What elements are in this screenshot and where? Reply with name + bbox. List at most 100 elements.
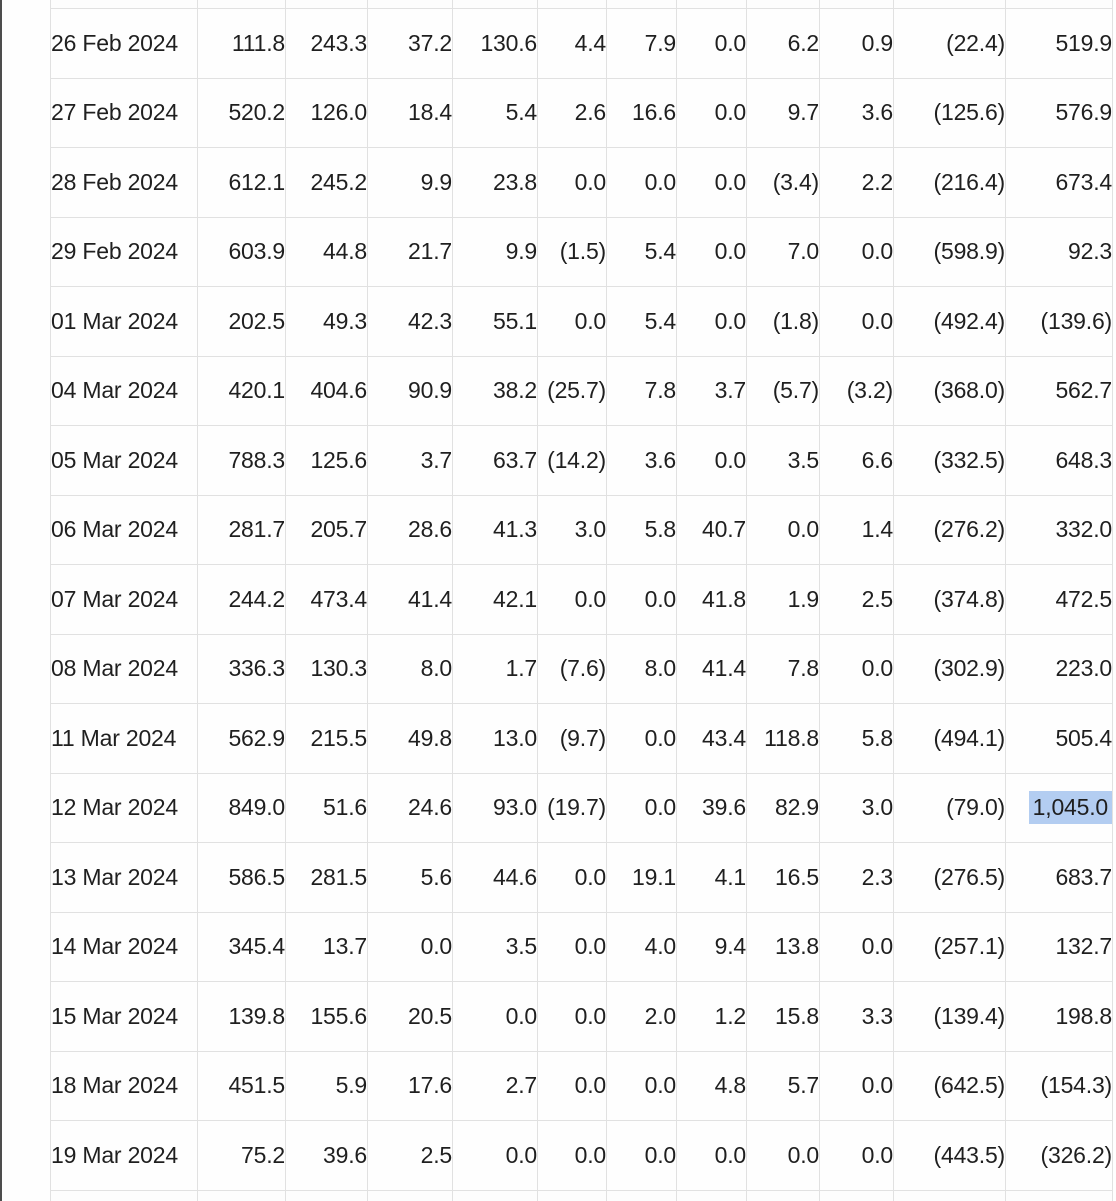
table-cell[interactable]: 244.2 <box>197 564 286 635</box>
table-cell[interactable]: 41.8 <box>676 564 747 635</box>
table-cell[interactable]: 8.0 <box>606 633 677 704</box>
table-cell[interactable]: 281.5 <box>285 842 368 913</box>
table-cell[interactable]: 3.6 <box>606 425 677 496</box>
table-cell[interactable]: 9.9 <box>452 216 538 287</box>
table-cell[interactable]: 82.9 <box>746 772 820 843</box>
table-cell[interactable]: (494.1) <box>893 703 1006 774</box>
table-cell[interactable]: 0.0 <box>819 1120 894 1191</box>
table-cell[interactable]: 3.7 <box>676 355 747 426</box>
table-cell[interactable]: (139.6) <box>1005 286 1113 357</box>
table-cell[interactable]: 0.0 <box>819 911 894 982</box>
table-cell[interactable]: 75.2 <box>197 1120 286 1191</box>
table-cell[interactable]: 4.8 <box>676 1050 747 1121</box>
table-cell[interactable]: 7.9 <box>606 8 677 79</box>
table-cell[interactable]: 673.4 <box>1005 147 1113 218</box>
table-cell[interactable]: 586.5 <box>197 842 286 913</box>
table-cell[interactable]: 3.3 <box>819 981 894 1052</box>
table-cell[interactable]: 2.7 <box>452 1050 538 1121</box>
date-cell[interactable]: 12 Mar 2024 <box>50 772 198 843</box>
table-cell[interactable]: 130.3 <box>285 633 368 704</box>
table-cell[interactable]: 0.0 <box>606 147 677 218</box>
table-cell[interactable]: (642.5) <box>893 1050 1006 1121</box>
table-cell[interactable]: (368.0) <box>893 355 1006 426</box>
table-cell[interactable]: 505.4 <box>1005 703 1113 774</box>
table-cell[interactable]: (332.5) <box>893 425 1006 496</box>
date-cell[interactable]: 08 Mar 2024 <box>50 633 198 704</box>
table-cell[interactable]: 3.6 <box>819 77 894 148</box>
table-cell[interactable]: 4.4 <box>537 8 607 79</box>
date-cell[interactable]: 01 Mar 2024 <box>50 286 198 357</box>
table-cell[interactable]: (79.0) <box>893 772 1006 843</box>
table-cell[interactable]: 1.4 <box>819 494 894 565</box>
table-cell[interactable]: 1,045.0 <box>1005 772 1113 843</box>
table-cell[interactable]: 2.6 <box>537 77 607 148</box>
table-cell[interactable]: 472.5 <box>1005 564 1113 635</box>
table-cell[interactable]: 0.0 <box>606 564 677 635</box>
table-cell[interactable]: 245.2 <box>285 147 368 218</box>
table-cell[interactable]: 39.6 <box>285 1120 368 1191</box>
table-cell[interactable]: 8.0 <box>367 633 453 704</box>
table-cell[interactable]: (216.4) <box>893 147 1006 218</box>
table-cell[interactable]: 0.0 <box>606 1120 677 1191</box>
table-cell[interactable]: 223.0 <box>1005 633 1113 704</box>
table-cell[interactable]: 420.1 <box>197 355 286 426</box>
table-cell[interactable]: 16.5 <box>746 842 820 913</box>
date-cell[interactable]: 19 Mar 2024 <box>50 1120 198 1191</box>
table-cell[interactable]: 92.3 <box>1005 216 1113 287</box>
table-cell[interactable]: 0.0 <box>819 1050 894 1121</box>
table-cell[interactable]: 0.0 <box>452 1120 538 1191</box>
table-cell[interactable]: 43.4 <box>676 703 747 774</box>
table-cell[interactable]: 118.8 <box>746 703 820 774</box>
table-cell[interactable]: 7.8 <box>606 355 677 426</box>
table-cell[interactable]: (276.5) <box>893 842 1006 913</box>
date-cell[interactable]: 04 Mar 2024 <box>50 355 198 426</box>
table-cell[interactable]: 5.7 <box>746 1050 820 1121</box>
table-cell[interactable]: 3.0 <box>819 772 894 843</box>
table-cell[interactable]: 38.2 <box>452 355 538 426</box>
table-cell[interactable]: 7.0 <box>746 216 820 287</box>
date-cell[interactable]: 13 Mar 2024 <box>50 842 198 913</box>
table-cell[interactable]: 0.0 <box>537 1120 607 1191</box>
table-cell[interactable]: 19.1 <box>606 842 677 913</box>
table-cell[interactable]: 28.6 <box>367 494 453 565</box>
table-cell[interactable]: 49.8 <box>367 703 453 774</box>
table-cell[interactable]: 125.6 <box>285 425 368 496</box>
table-cell[interactable]: 648.3 <box>1005 425 1113 496</box>
table-cell[interactable]: 0.0 <box>537 147 607 218</box>
table-cell[interactable]: 1.2 <box>676 981 747 1052</box>
table-cell[interactable]: 4.0 <box>606 911 677 982</box>
table-cell[interactable]: 0.0 <box>537 564 607 635</box>
table-cell[interactable]: 1.7 <box>452 633 538 704</box>
table-cell[interactable]: (5.7) <box>746 355 820 426</box>
table-cell[interactable]: 3.5 <box>746 425 820 496</box>
table-cell[interactable]: 0.0 <box>537 911 607 982</box>
table-cell[interactable]: 0.0 <box>367 911 453 982</box>
table-cell[interactable]: 6.2 <box>746 8 820 79</box>
table-cell[interactable]: 23.8 <box>452 147 538 218</box>
table-cell[interactable]: 2.2 <box>819 147 894 218</box>
table-cell[interactable]: (302.9) <box>893 633 1006 704</box>
date-cell[interactable]: 18 Mar 2024 <box>50 1050 198 1121</box>
table-cell[interactable]: 24.6 <box>367 772 453 843</box>
date-cell[interactable]: 06 Mar 2024 <box>50 494 198 565</box>
table-cell[interactable]: 603.9 <box>197 216 286 287</box>
table-cell[interactable]: 63.7 <box>452 425 538 496</box>
table-cell[interactable]: 281.7 <box>197 494 286 565</box>
table-cell[interactable]: 202.5 <box>197 286 286 357</box>
table-cell[interactable]: 0.0 <box>537 286 607 357</box>
table-cell[interactable]: 9.4 <box>676 911 747 982</box>
table-cell[interactable]: 576.9 <box>1005 77 1113 148</box>
table-cell[interactable]: 345.4 <box>197 911 286 982</box>
table-cell[interactable]: 111.8 <box>197 8 286 79</box>
table-cell[interactable]: 41.3 <box>452 494 538 565</box>
table-cell[interactable]: 51.6 <box>285 772 368 843</box>
table-cell[interactable]: 0.0 <box>819 216 894 287</box>
table-cell[interactable]: 0.0 <box>537 1050 607 1121</box>
table-cell[interactable]: 42.3 <box>367 286 453 357</box>
date-cell[interactable]: 27 Feb 2024 <box>50 77 198 148</box>
table-cell[interactable]: 40.7 <box>676 494 747 565</box>
table-cell[interactable]: (3.4) <box>746 147 820 218</box>
table-cell[interactable]: 41.4 <box>676 633 747 704</box>
table-cell[interactable]: (492.4) <box>893 286 1006 357</box>
table-cell[interactable]: (598.9) <box>893 216 1006 287</box>
